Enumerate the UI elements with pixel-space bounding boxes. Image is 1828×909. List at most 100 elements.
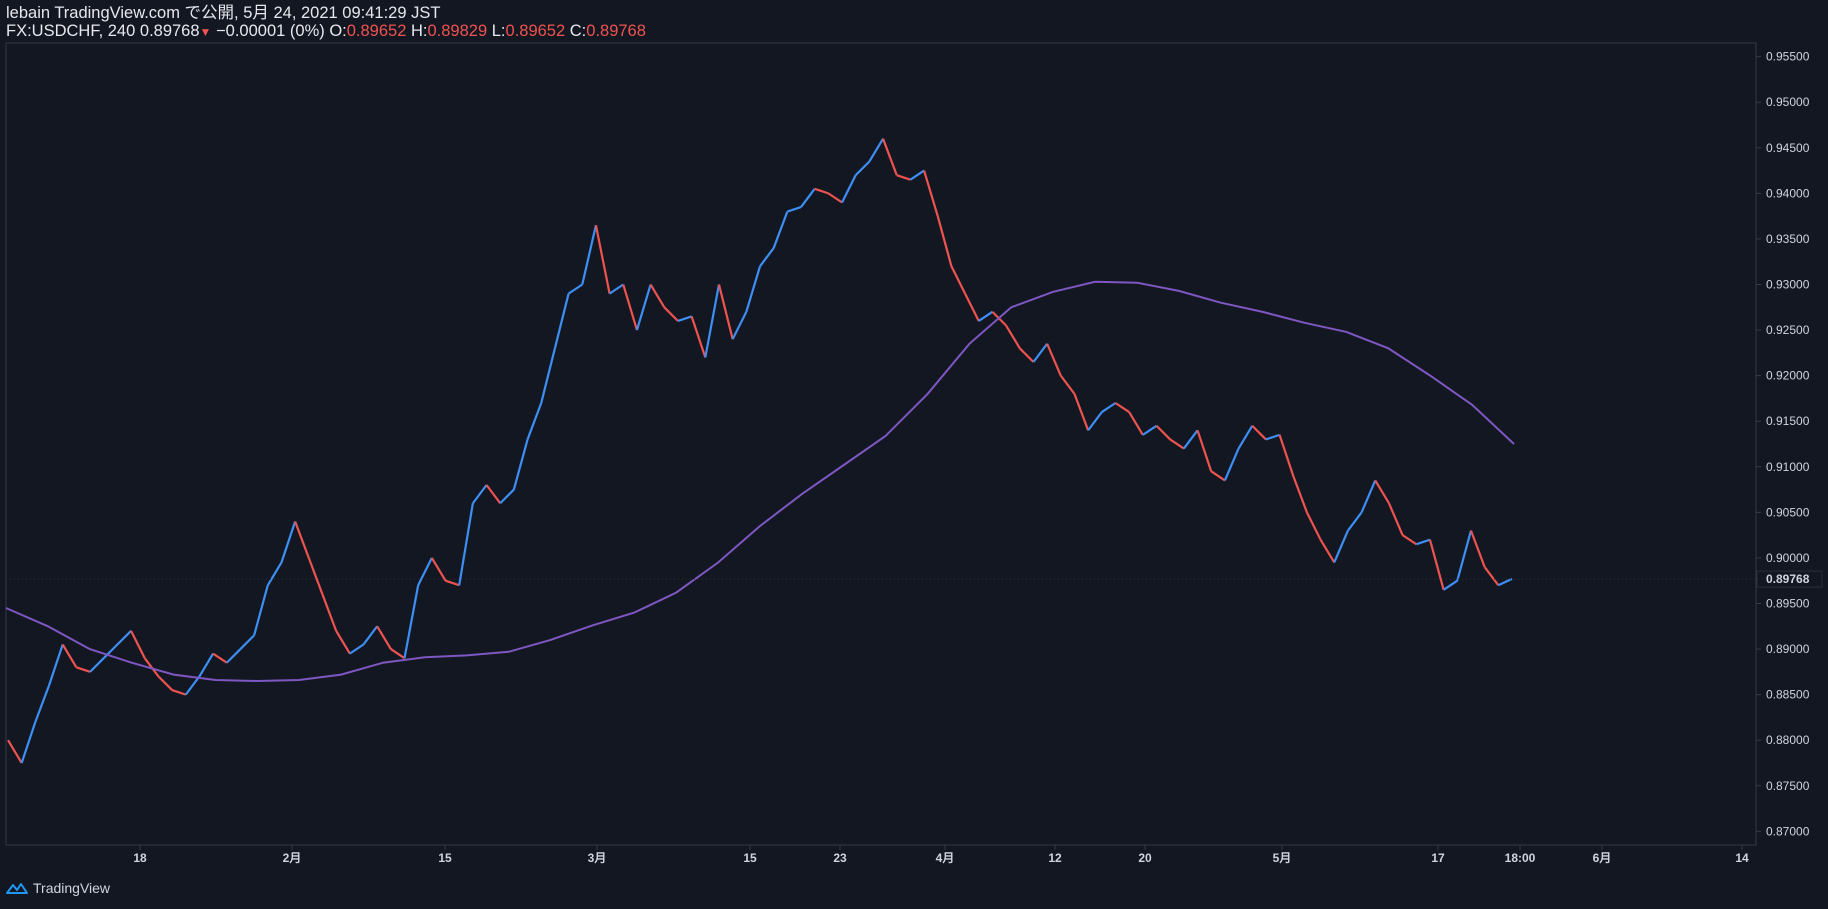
time-tick-label: 23	[833, 851, 847, 865]
price-segment	[1087, 411, 1103, 431]
price-segment	[130, 630, 146, 659]
price-segment	[608, 283, 624, 295]
moving-average-series	[5, 280, 1515, 683]
time-tick-label: 20	[1138, 851, 1152, 865]
price-segment	[649, 283, 666, 308]
price-segment	[814, 187, 829, 195]
price-segment	[349, 643, 365, 655]
price-segment	[321, 593, 338, 632]
price-segment	[362, 625, 379, 646]
price-segment	[1073, 393, 1090, 431]
price-segment	[1360, 480, 1377, 513]
price-tick-label: 0.94500	[1766, 141, 1810, 155]
price-segment	[499, 488, 515, 505]
price-segment	[417, 557, 433, 586]
last-price-label: 0.89768	[1766, 572, 1810, 586]
price-segment	[1497, 577, 1513, 587]
price-segment	[581, 225, 597, 285]
price-segment	[198, 653, 215, 677]
price-segment	[390, 648, 406, 660]
price-segment	[485, 484, 502, 504]
price-segment	[1142, 424, 1158, 436]
time-tick-label: 3月	[588, 851, 607, 865]
price-segment	[1223, 448, 1240, 481]
price-segment	[800, 188, 816, 208]
price-segment	[1292, 475, 1308, 513]
price-segment	[841, 174, 857, 203]
price-segment	[1278, 434, 1295, 477]
price-segment	[1415, 538, 1431, 546]
close-value: 0.89768	[586, 22, 646, 40]
price-segment	[253, 584, 269, 636]
open-value: 0.89652	[346, 22, 407, 40]
price-segment	[116, 630, 132, 646]
time-tick-label: 18:00	[1505, 851, 1536, 865]
price-segment	[280, 521, 297, 563]
price-segment	[1114, 402, 1130, 414]
price-segment	[1237, 425, 1254, 450]
price-segment	[1428, 539, 1445, 591]
price-segment	[102, 643, 119, 659]
time-tick-label: 6月	[1593, 851, 1612, 865]
price-segment	[936, 215, 953, 267]
high-value: 0.89829	[427, 22, 488, 40]
price-segment	[567, 283, 583, 295]
price-segment	[827, 192, 843, 204]
price-segment	[1128, 411, 1144, 436]
price-tick-label: 0.93500	[1766, 232, 1810, 246]
publish-info: lebain TradingView.com で公開, 5月 24, 2021 …	[6, 4, 441, 22]
price-segment	[868, 138, 884, 163]
price-segment	[882, 138, 898, 176]
price-segment	[294, 521, 310, 559]
price-segment	[964, 293, 980, 322]
time-tick-label: 4月	[936, 851, 955, 865]
price-segment	[143, 657, 160, 678]
price-segment	[212, 652, 228, 664]
price-tick-label: 0.90500	[1766, 505, 1810, 519]
symbol-label: FX:USDCHF, 240	[6, 22, 136, 40]
price-segment	[266, 561, 283, 586]
time-tick-label: 15	[438, 851, 452, 865]
low-label: L:	[491, 22, 506, 40]
price-segment	[772, 211, 789, 249]
price-segment	[239, 634, 255, 650]
price-tick-label: 0.92000	[1766, 369, 1810, 383]
price-segment	[471, 484, 488, 504]
price-segment	[1251, 424, 1267, 441]
price-segment	[1032, 343, 1049, 363]
chart-header: lebain TradingView.com で公開, 5月 24, 2021 …	[6, 4, 646, 41]
price-segment	[61, 643, 78, 668]
high-label: H:	[411, 22, 428, 40]
price-segment	[1347, 511, 1363, 532]
price-segment	[978, 310, 994, 322]
price-segment	[1101, 402, 1117, 414]
price-tick-label: 0.89000	[1766, 642, 1810, 656]
price-segment	[677, 315, 692, 323]
price-segment	[7, 739, 23, 764]
moving-average-line	[5, 280, 1515, 683]
price-segment	[553, 293, 570, 349]
price-segment	[759, 247, 775, 267]
time-tick-label: 14	[1735, 851, 1749, 865]
time-axis[interactable]: 18 2月 15 3月 15 23 4月 12 20 5月 17 18:00 6月 14	[133, 845, 1749, 865]
time-tick-label: 18	[133, 851, 147, 865]
low-value: 0.89652	[505, 22, 566, 40]
time-tick-label: 2月	[283, 851, 302, 865]
price-tick-label: 0.95000	[1766, 95, 1810, 109]
price-segment	[594, 225, 611, 294]
price-segment	[1319, 539, 1336, 564]
time-tick-label: 12	[1048, 851, 1062, 865]
price-segment	[47, 644, 64, 686]
price-segment	[225, 648, 242, 664]
price-tick-label: 0.87000	[1766, 824, 1810, 838]
open-label: O:	[329, 22, 347, 40]
price-segment	[512, 439, 529, 490]
price-segment	[786, 206, 802, 213]
price-segment	[1387, 502, 1404, 536]
price-axis[interactable]: 0.87000 0.87500 0.88000 0.88500 0.89000 0.895…	[6, 50, 1823, 839]
tradingview-logo[interactable]: TradingView	[5, 880, 110, 896]
price-segment	[307, 557, 324, 595]
price-segment	[1059, 374, 1076, 395]
price-segment	[1019, 347, 1035, 363]
